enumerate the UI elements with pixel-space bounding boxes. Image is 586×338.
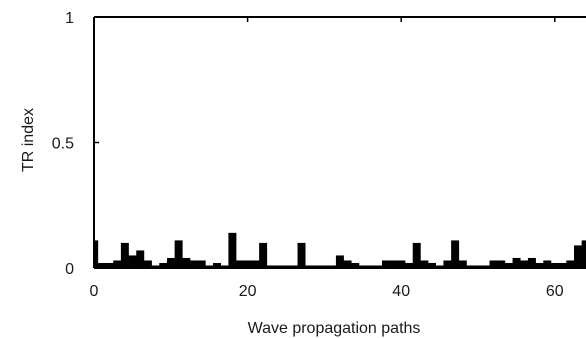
bar bbox=[405, 262, 414, 268]
y-axis-label: TR index bbox=[20, 108, 37, 172]
bar bbox=[205, 265, 214, 268]
bar bbox=[236, 260, 245, 268]
bar bbox=[535, 262, 544, 268]
bar bbox=[128, 255, 137, 268]
bar bbox=[520, 260, 529, 268]
bar bbox=[351, 262, 360, 268]
bar bbox=[458, 260, 467, 268]
bar bbox=[443, 260, 452, 268]
bar bbox=[328, 265, 337, 268]
bar bbox=[94, 240, 99, 268]
bar bbox=[474, 265, 483, 268]
bar bbox=[190, 260, 198, 268]
axes bbox=[93, 16, 586, 269]
bar bbox=[358, 265, 367, 268]
bar bbox=[451, 240, 460, 268]
bar bbox=[228, 232, 237, 268]
x-tick-label: 0 bbox=[90, 283, 99, 300]
bar bbox=[581, 240, 586, 268]
bar bbox=[543, 260, 552, 268]
bar bbox=[382, 260, 390, 268]
bar bbox=[574, 245, 582, 268]
bar bbox=[466, 265, 475, 268]
bar bbox=[312, 265, 321, 268]
bar bbox=[428, 262, 437, 268]
bar bbox=[335, 255, 344, 268]
x-tick-label: 60 bbox=[546, 283, 564, 300]
tick-labels: 0 20 40 60 0 0.5 1 bbox=[52, 10, 564, 300]
x-axis-label: Wave propagation paths bbox=[248, 320, 421, 337]
bar bbox=[136, 250, 145, 268]
x-tick-label: 20 bbox=[239, 283, 257, 300]
bar bbox=[120, 242, 129, 268]
bar bbox=[497, 260, 506, 268]
bar bbox=[105, 262, 114, 268]
bar bbox=[527, 257, 536, 268]
bar bbox=[159, 262, 168, 268]
bar bbox=[182, 257, 191, 268]
bar bbox=[420, 260, 429, 268]
bar bbox=[489, 260, 498, 268]
bar bbox=[289, 265, 298, 268]
bar bbox=[297, 242, 306, 268]
bar bbox=[366, 265, 375, 268]
bar bbox=[389, 260, 398, 268]
bar bbox=[481, 265, 490, 268]
bar bbox=[266, 265, 275, 268]
bar bbox=[143, 260, 152, 268]
y-tick-label: 1 bbox=[65, 10, 74, 27]
y-tick-label: 0.5 bbox=[52, 136, 74, 153]
bar bbox=[197, 260, 206, 268]
bar bbox=[320, 265, 329, 268]
bar bbox=[174, 240, 183, 268]
bar bbox=[166, 257, 175, 268]
bar bbox=[305, 265, 314, 268]
bar bbox=[220, 265, 229, 268]
bar bbox=[343, 260, 352, 268]
bar bbox=[274, 265, 283, 268]
bar bbox=[558, 262, 567, 268]
bar bbox=[151, 265, 160, 268]
bar bbox=[512, 257, 521, 268]
bar bbox=[113, 260, 122, 268]
bar bbox=[259, 242, 268, 268]
bar bbox=[97, 262, 106, 268]
bar-series bbox=[94, 232, 586, 268]
y-tick-label: 0 bbox=[65, 261, 74, 278]
bar bbox=[566, 260, 575, 268]
bar bbox=[282, 265, 291, 268]
bar bbox=[504, 262, 513, 268]
bar bbox=[435, 265, 444, 268]
bar bbox=[213, 262, 222, 268]
bar bbox=[251, 260, 260, 268]
bar bbox=[412, 242, 421, 268]
x-tick-label: 40 bbox=[392, 283, 410, 300]
bar bbox=[374, 265, 383, 268]
